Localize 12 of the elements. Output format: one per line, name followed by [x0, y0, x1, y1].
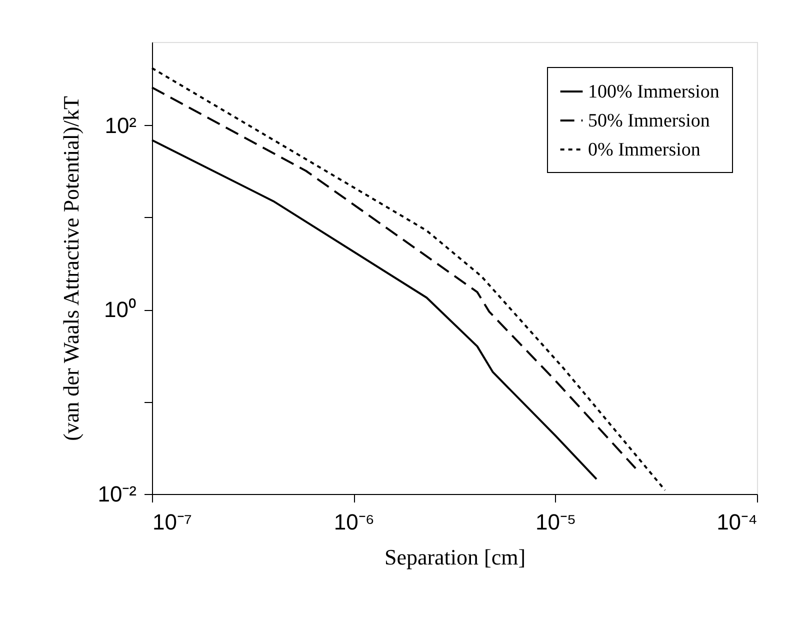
y-axis-title: (van der Waals Attractive Potential)/kT — [58, 96, 84, 441]
x-tick-label: 10⁻⁵ — [536, 510, 576, 534]
legend-label: 0% Immersion — [588, 140, 701, 160]
x-tick-label: 10⁻⁶ — [334, 510, 374, 534]
legend-label: 50% Immersion — [588, 110, 710, 132]
x-axis-title: Separation [cm] — [384, 544, 526, 570]
x-tick-label: 10⁻⁴ — [716, 510, 758, 534]
y-tick-label: 10⁰ — [104, 297, 136, 322]
y-tick-label: 10² — [104, 112, 136, 138]
x-tick-label: 10⁻⁷ — [152, 510, 192, 534]
legend-label: 100% Immersion — [588, 82, 720, 102]
y-tick-label: 10⁻² — [98, 482, 136, 506]
